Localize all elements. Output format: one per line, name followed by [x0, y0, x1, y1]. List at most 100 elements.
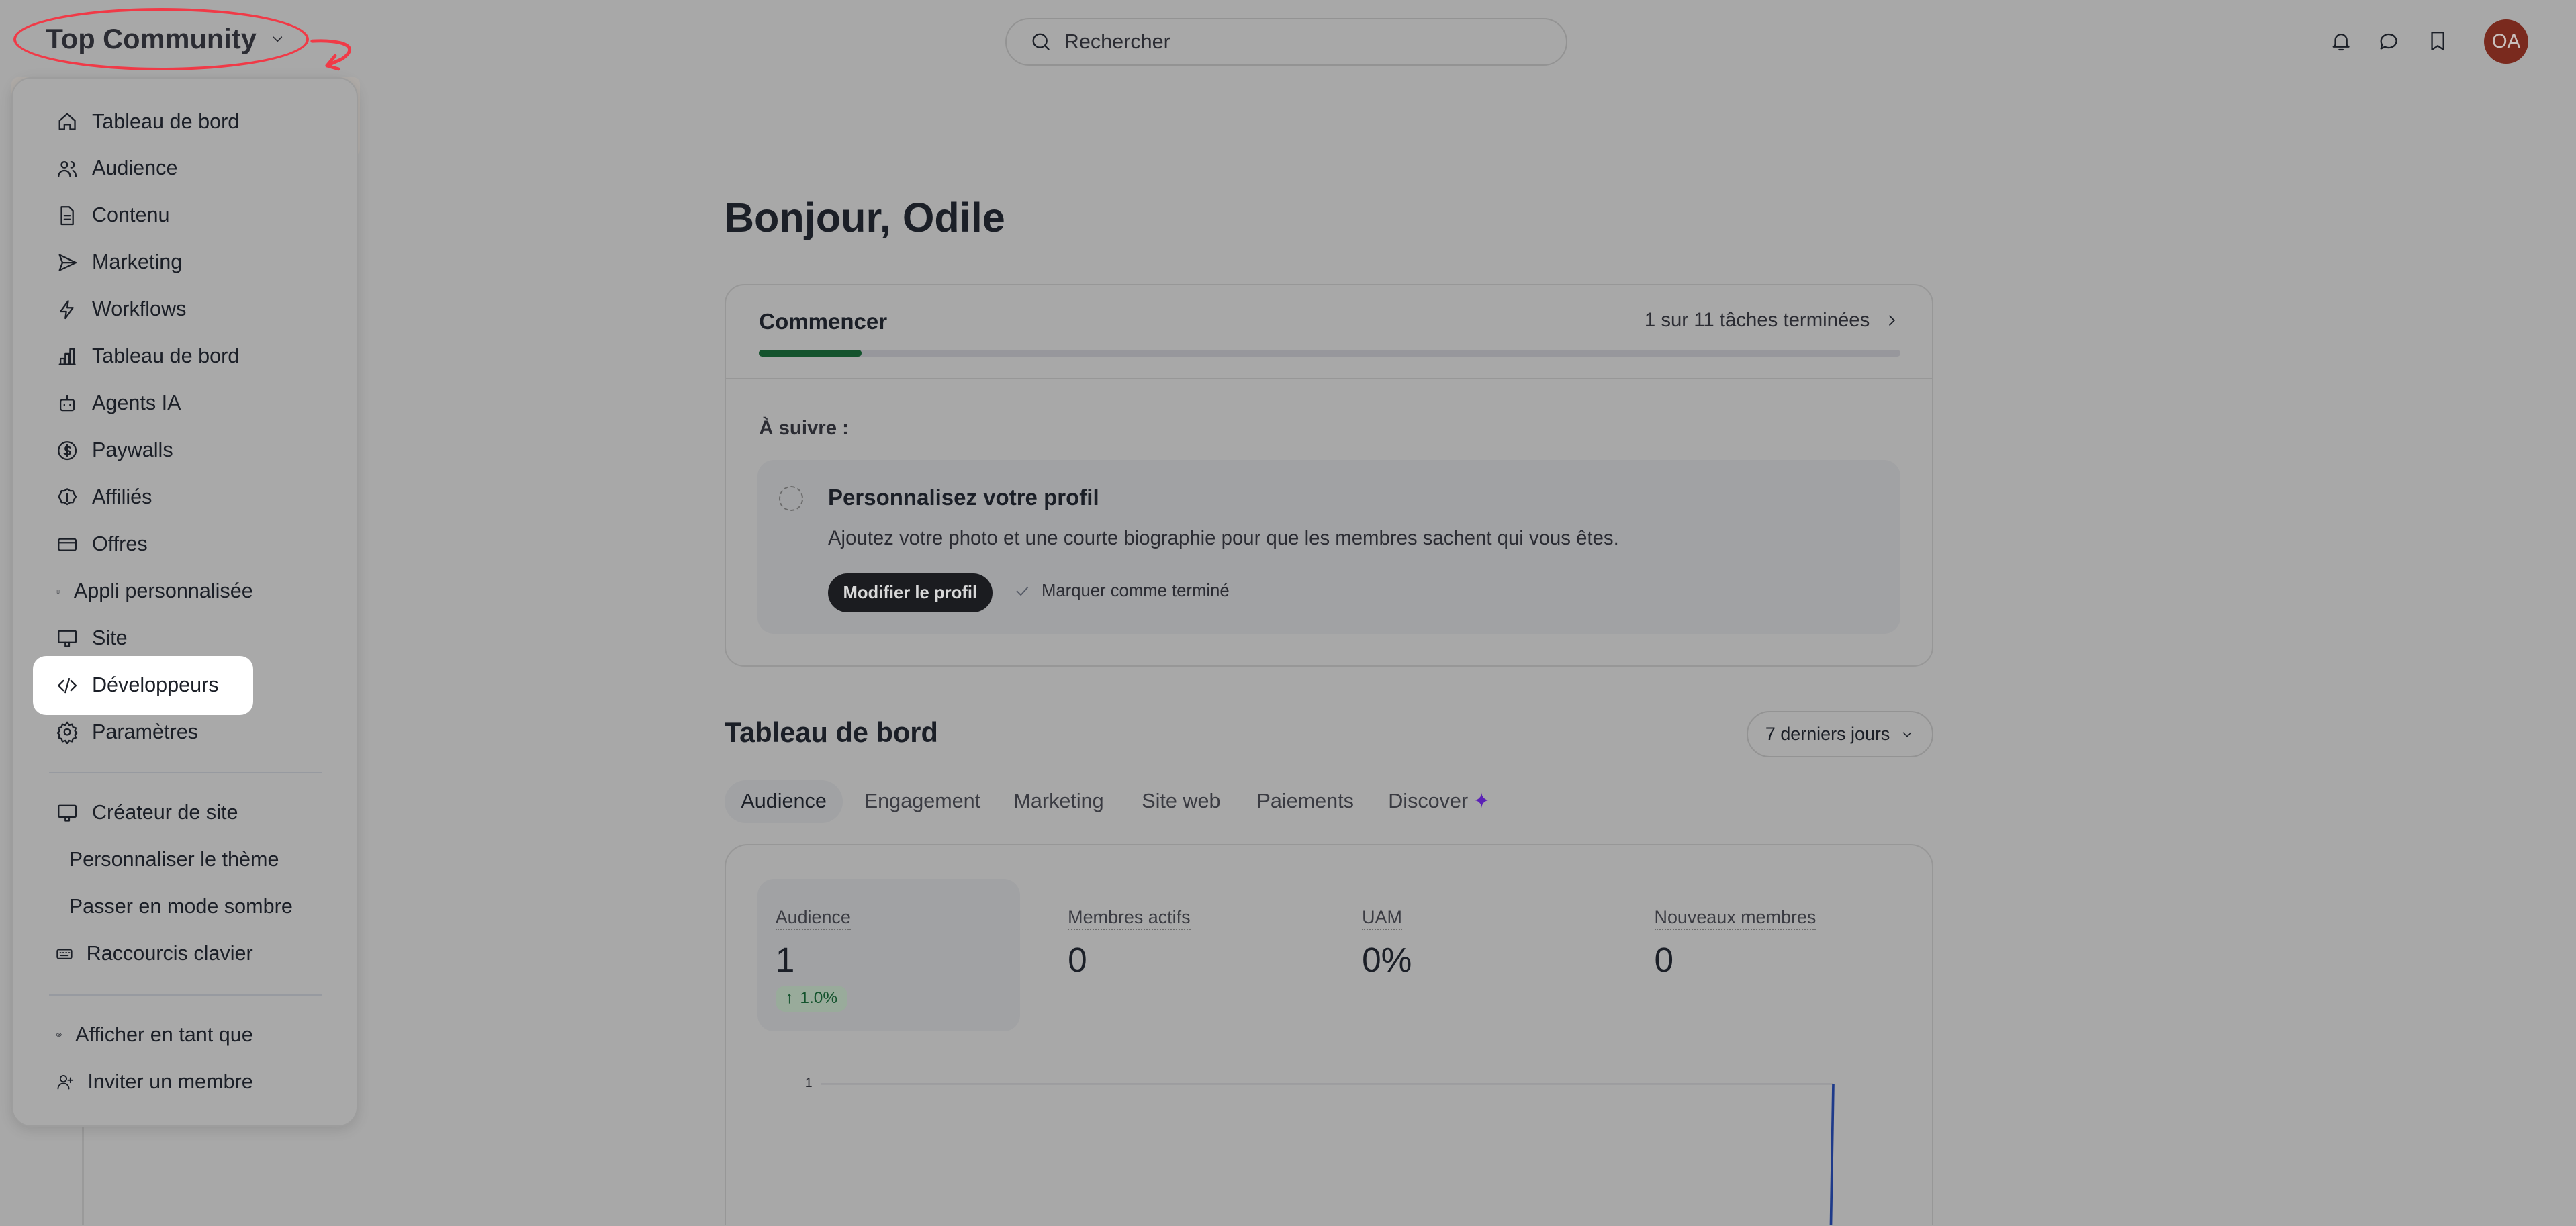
tab-label: Paiements	[1256, 790, 1354, 813]
stat-label[interactable]: Audience	[775, 906, 851, 931]
search-placeholder: Rechercher	[1064, 30, 1170, 53]
edit-profile-button[interactable]: Modifier le profil	[827, 573, 993, 613]
menu-item-label: Afficher en tant que	[75, 1023, 253, 1046]
bot-icon	[60, 395, 75, 411]
menu-item-label: Créateur de site	[91, 801, 238, 824]
stat-label[interactable]: Nouveaux membres	[1654, 906, 1816, 931]
stat-audience: Audience 1	[775, 900, 851, 980]
mark-done-button[interactable]: Marquer comme terminé	[1013, 581, 1230, 601]
arrow-up-icon: ↑	[785, 989, 794, 1008]
credit-card-icon	[58, 538, 77, 551]
menu-item-label: Passer en mode sombre	[68, 895, 293, 918]
annotation-arrow	[310, 39, 352, 71]
menu-item-workflows[interactable]: Workflows	[33, 280, 253, 339]
stat-value: 0	[1654, 940, 1674, 980]
gear-icon	[56, 722, 78, 744]
menu-item-paywalls[interactable]: Paywalls	[33, 421, 253, 480]
menu-item-label: Inviter un membre	[87, 1070, 253, 1093]
keyboard-icon	[56, 949, 73, 959]
dashboard-title: Tableau de bord	[724, 716, 938, 748]
menu-item-passer-en-mode-sombre[interactable]: Passer en mode sombre	[33, 878, 293, 937]
y-tick-label: 1	[804, 1076, 813, 1091]
menu-item-site[interactable]: Site	[33, 609, 253, 668]
onboarding-title: Commencer	[759, 308, 888, 334]
bell-icon[interactable]	[2330, 30, 2352, 52]
monitor-icon	[58, 804, 77, 822]
period-value: 7 derniers jours	[1765, 724, 1890, 745]
menu-separator	[49, 994, 322, 996]
bookmark-icon[interactable]	[2426, 30, 2449, 52]
stat-label[interactable]: UAM	[1362, 906, 1402, 931]
tab-engagement[interactable]: Engagement	[847, 780, 997, 823]
menu-item-label: Tableau de bord	[91, 109, 240, 133]
menu-item-label: Affiliés	[91, 485, 152, 509]
menu-item-audience[interactable]: Audience	[33, 139, 253, 198]
mark-done-label: Marquer comme terminé	[1042, 581, 1230, 601]
tab-label: Site web	[1142, 790, 1221, 813]
tab-site-web[interactable]: Site web	[1125, 780, 1237, 823]
menu-item-createur-de-site[interactable]: Créateur de site	[33, 784, 253, 843]
smartphone-icon	[56, 589, 60, 594]
progress-link[interactable]: 1 sur 11 tâches terminées	[1645, 309, 1901, 332]
tab-label: Discover	[1388, 790, 1469, 813]
menu-item-tableau-de-bord[interactable]: Tableau de bord	[33, 327, 253, 386]
stat-value: 0%	[1362, 940, 1412, 980]
annotation-circle	[13, 8, 309, 71]
period-select[interactable]: 7 derniers jours	[1746, 711, 1934, 757]
eye-icon	[56, 1033, 62, 1037]
menu-item-label: Tableau de bord	[91, 344, 240, 368]
tab-paiements[interactable]: Paiements	[1240, 780, 1370, 823]
sparkle-icon: ✦	[1473, 790, 1491, 813]
edit-profile-label: Modifier le profil	[843, 583, 978, 602]
menu-item-personnaliser-le-theme[interactable]: Personnaliser le thème	[33, 831, 279, 890]
divider	[724, 377, 1934, 380]
bolt-icon	[60, 299, 74, 319]
menu-item-tableau-de-bord[interactable]: Tableau de bord	[33, 92, 253, 151]
menu-item-label: Appli personnalisée	[73, 579, 253, 603]
menu-item-label: Workflows	[91, 297, 187, 321]
stat-label[interactable]: Membres actifs	[1068, 906, 1191, 931]
menu-item-parametres[interactable]: Paramètres	[33, 703, 253, 762]
tab-label: Audience	[741, 790, 827, 813]
series-line	[1829, 1084, 1835, 1225]
onboarding-card	[724, 284, 1934, 667]
menu-item-label: Développeurs	[91, 673, 219, 697]
menu-item-inviter-un-membre[interactable]: Inviter un membre	[33, 1052, 253, 1111]
chat-icon[interactable]	[2377, 30, 2400, 52]
menu-item-marketing[interactable]: Marketing	[33, 233, 253, 292]
menu-item-label: Contenu	[91, 203, 170, 227]
menu-item-affilies[interactable]: Affiliés	[33, 468, 253, 527]
menu-item-label: Personnaliser le thème	[68, 848, 279, 871]
stats-card	[724, 844, 1934, 1225]
tab-marketing[interactable]: Marketing	[997, 780, 1120, 823]
menu-item-offres[interactable]: Offres	[33, 515, 253, 574]
user-plus-icon	[57, 1075, 74, 1090]
progress-text: 1 sur 11 tâches terminées	[1644, 308, 1870, 331]
search-icon	[1032, 33, 1050, 50]
menu-item-label: Audience	[91, 156, 178, 180]
menu-item-developpeurs[interactable]: Développeurs	[32, 655, 253, 715]
audience-chart	[821, 1083, 1835, 1225]
menu-item-afficher-en-tant-que[interactable]: Afficher en tant que	[33, 1005, 253, 1064]
menu-item-label: Paywalls	[91, 438, 173, 462]
task-status-circle-icon[interactable]	[778, 486, 804, 511]
tab-audience[interactable]: Audience	[724, 780, 843, 823]
menu-item-label: Offres	[91, 532, 148, 556]
bar-chart-icon	[58, 348, 76, 365]
badge-dollar-icon	[58, 487, 77, 505]
avatar[interactable]: OA	[2483, 19, 2528, 64]
tab-discover[interactable]: Discover ✦	[1372, 780, 1507, 823]
chevron-right-icon	[1889, 315, 1895, 326]
menu-item-contenu[interactable]: Contenu	[33, 186, 253, 245]
menu-item-appli-personnalisee[interactable]: Appli personnalisée	[33, 562, 253, 621]
tab-label: Marketing	[1013, 790, 1104, 813]
menu-item-label: Paramètres	[91, 720, 198, 744]
progress-bar	[759, 350, 1901, 357]
next-label: À suivre :	[759, 417, 849, 440]
menu-item-agents-ia[interactable]: Agents IA	[33, 374, 253, 433]
menu-item-label: Raccourcis clavier	[86, 942, 253, 965]
task-description: Ajoutez votre photo et une courte biogra…	[827, 527, 1619, 550]
search-input[interactable]: Rechercher	[1005, 17, 1567, 66]
menu-item-raccourcis-clavier[interactable]: Raccourcis clavier	[33, 925, 253, 984]
avatar-initials: OA	[2491, 30, 2521, 53]
